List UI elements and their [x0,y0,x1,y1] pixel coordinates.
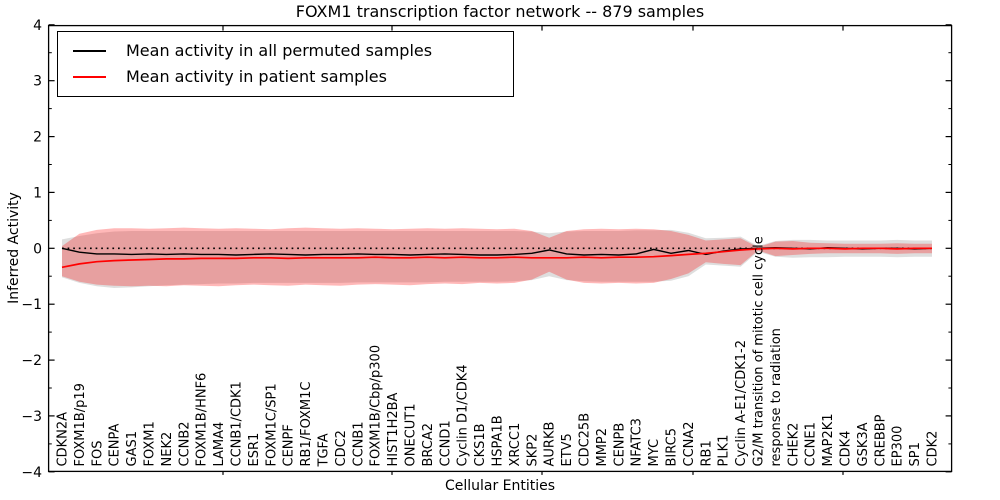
x-category-label: CDC2 [334,430,349,466]
y-tick-label: 2 [33,130,42,146]
patient-mean-line [61,247,932,269]
x-category-label: Cyclin D1/CDK4 [456,364,471,466]
x-category-label: FOXM1C/SP1 [264,383,279,466]
x-category-label: CENPB [612,423,627,467]
x-category-label: CCNB1/CDK1 [230,381,245,466]
y-tick-label: 0 [33,241,42,257]
x-category-label: TGFA [317,433,332,467]
x-category-label: MMP2 [595,428,610,467]
x-category-label: SKP2 [525,434,540,467]
x-category-label: G2/M transition of mitotic cell cycle [752,236,767,466]
x-category-label: Cyclin A-E1/CDK1-2 [734,340,749,467]
x-category-label: PLK1 [717,435,732,467]
x-category-label: RB1 [699,440,714,466]
legend: Mean activity in all permuted samples Me… [57,31,514,97]
y-axis-label: Inferred Activity [6,192,22,304]
x-category-label: FOXM1 [143,421,158,466]
x-category-label: RB1/FOXM1C [299,382,314,467]
x-category-label: FOXM1B/Cbp/p300 [369,345,384,467]
legend-item-permuted: Mean activity in all permuted samples [73,40,513,60]
x-category-label: CCNB1 [351,421,366,466]
x-category-label: CHEK2 [786,423,801,467]
x-category-label: FOS [90,441,105,467]
y-tick-label: 1 [33,185,42,201]
x-category-label: ESR1 [247,433,262,467]
x-category-label: CCNA2 [682,421,697,466]
permuted-std-band [62,229,932,288]
x-category-label: CCNB2 [177,421,192,466]
x-category-label: response to radiation [769,328,784,466]
y-tick-label: −1 [21,297,42,313]
x-category-label: MAP2K1 [821,413,836,466]
x-category-label: AURKB [543,422,558,467]
y-tick-label: −4 [21,465,42,481]
x-category-label: CDK2 [926,431,941,467]
x-category-label: BIRC5 [665,428,680,467]
x-category-label: FOXM1B/HNF6 [195,373,210,467]
x-category-label: SP1 [908,442,923,466]
x-category-label: HIST1H2BA [386,392,401,466]
legend-item-patient: Mean activity in patient samples [73,69,513,85]
x-category-label: NFATC3 [630,418,645,466]
x-category-label: ETV5 [560,433,575,466]
x-category-label: HSPA1B [491,415,506,466]
y-tick-label: 3 [33,74,42,90]
x-category-label: ONECUT1 [404,404,419,467]
patient-line-swatch [73,76,106,79]
x-category-label: XRCC1 [508,423,523,467]
permuted-line-swatch [73,49,106,52]
x-category-label: EP300 [891,426,906,467]
x-category-label: CCND1 [438,420,453,466]
chart-title: FOXM1 transcription factor network -- 87… [295,2,705,21]
x-category-label: CENPA [108,423,123,466]
x-category-label: BRCA2 [421,423,436,467]
x-category-label: CDK4 [839,431,854,467]
x-category-label: LAMA4 [212,422,227,467]
x-category-label: NEK2 [160,432,175,467]
x-category-label: CREBBP [873,414,888,466]
x-category-label: FOXM1B/p19 [73,383,88,466]
legend-label-patient: Mean activity in patient samples [126,67,387,87]
x-category-label: CKS1B [473,423,488,466]
x-category-label: GSK3A [856,422,871,466]
y-tick-label: −2 [21,353,42,369]
x-category-label: MYC [647,439,662,467]
x-category-label: CCNE1 [804,422,819,466]
legend-label-permuted: Mean activity in all permuted samples [126,40,433,60]
y-tick-label: 4 [33,18,42,34]
x-category-label: CENPF [282,424,297,466]
x-category-label: CDC25B [578,413,593,467]
y-tick-label: −3 [21,409,42,425]
x-axis-label: Cellular Entities [444,478,556,494]
x-category-label: GAS1 [125,431,140,467]
x-category-label: CDKN2A [56,412,71,467]
